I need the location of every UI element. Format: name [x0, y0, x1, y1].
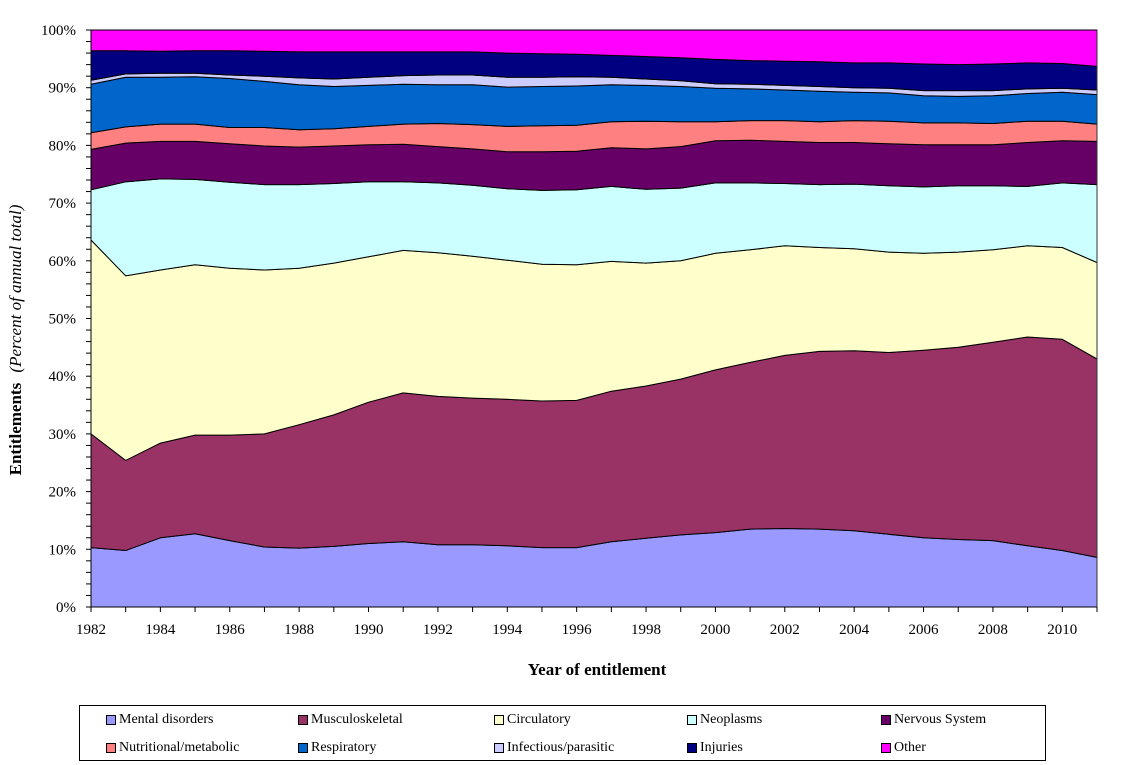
legend-swatch — [494, 743, 504, 753]
stacked-area-chart: 0%10%20%30%40%50%60%70%80%90%100% 1982 19… — [6, 23, 1098, 679]
y-tick-label: 10% — [49, 542, 77, 558]
legend-label: Mental disorders — [119, 712, 214, 727]
legend-swatch — [687, 715, 697, 725]
x-tick-label: 2006 — [909, 622, 940, 638]
x-tick-label: 2004 — [839, 622, 870, 638]
y-tick-label: 30% — [49, 427, 77, 443]
legend-label: Injuries — [700, 740, 743, 755]
legend-label: Respiratory — [311, 740, 377, 755]
x-tick-label: 1994 — [492, 622, 523, 638]
x-tick-label: 1986 — [215, 622, 246, 638]
y-tick-label: 20% — [49, 485, 77, 501]
legend-label: Musculoskeletal — [311, 712, 403, 727]
y-tick-label: 60% — [49, 254, 77, 270]
y-tick-label: 90% — [49, 81, 77, 97]
legend-label: Infectious/parasitic — [507, 740, 615, 755]
x-tick-label: 1984 — [145, 622, 176, 638]
y-tick-label: 70% — [49, 196, 77, 212]
y-tick-label: 50% — [49, 312, 77, 328]
x-tick-label: 1998 — [631, 622, 661, 638]
chart-legend: Mental disorders Musculoskeletal Circulato… — [79, 705, 1046, 761]
legend-label: Neoplasms — [700, 712, 763, 727]
y-axis-title-sub: (Percent of annual total) — [6, 204, 25, 372]
legend-swatch — [106, 743, 116, 753]
legend-item: Nervous System — [881, 712, 986, 728]
x-tick-label: 2000 — [700, 622, 730, 638]
legend-item: Neoplasms — [687, 712, 762, 728]
x-tick-label: 2010 — [1047, 622, 1077, 638]
y-tick-label: 40% — [49, 369, 77, 385]
y-tick-label: 80% — [49, 138, 77, 154]
x-tick-label: 1992 — [423, 622, 453, 638]
legend-swatch — [106, 715, 116, 725]
legend-swatch — [687, 743, 697, 753]
legend-item: Injuries — [687, 740, 743, 756]
x-tick-label: 1988 — [284, 622, 314, 638]
y-axis-title: Entitlements (Percent of annual total) — [6, 204, 25, 475]
legend-item: Other — [881, 740, 926, 756]
y-tick-label: 0% — [56, 600, 76, 616]
x-tick-label: 2002 — [770, 622, 800, 638]
legend-item: Nutritional/metabolic — [106, 740, 240, 756]
x-tick-label: 1996 — [562, 622, 593, 638]
y-tick-labels: 0% 10% 20% 30% 40% 50% 60% 70% 80% 90% 100% — [41, 23, 76, 616]
legend-label: Circulatory — [507, 712, 571, 727]
x-axis-title: Year of entitlement — [528, 660, 667, 679]
x-tick-label: 2008 — [978, 622, 1008, 638]
x-tick-label: 1990 — [354, 622, 384, 638]
legend-swatch — [298, 743, 308, 753]
legend-item: Musculoskeletal — [298, 712, 403, 728]
y-tick-label: 100% — [41, 23, 76, 39]
x-tick-labels: 1982 1984 1986 1988 1990 1992 1994 1996 1998 2000… — [76, 622, 1077, 638]
legend-label: Other — [894, 740, 926, 755]
legend-item: Mental disorders — [106, 712, 213, 728]
y-axis-title-main: Entitlements — [6, 382, 25, 475]
legend-swatch — [494, 715, 504, 725]
area-series-group — [90, 29, 1098, 608]
legend-item: Infectious/parasitic — [494, 740, 614, 756]
legend-swatch — [881, 743, 891, 753]
legend-item: Respiratory — [298, 740, 376, 756]
legend-label: Nervous System — [894, 712, 987, 727]
legend-label: Nutritional/metabolic — [119, 740, 240, 755]
legend-swatch — [881, 715, 891, 725]
legend-item: Circulatory — [494, 712, 571, 728]
legend-swatch — [298, 715, 308, 725]
x-tick-label: 1982 — [76, 622, 106, 638]
axes-group — [86, 29, 1098, 612]
